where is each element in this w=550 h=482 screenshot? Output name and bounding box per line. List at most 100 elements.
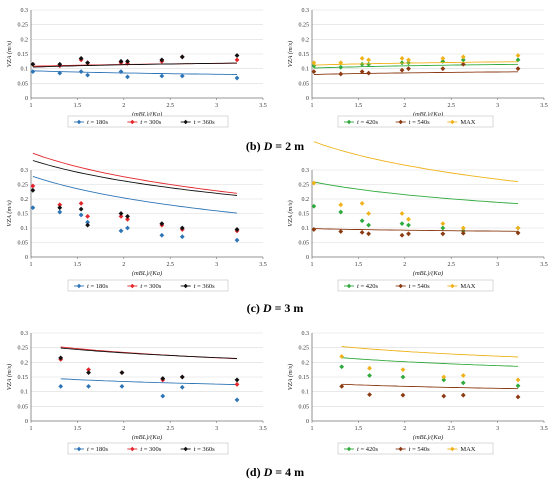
data-point [125,214,130,219]
y-tick-label: 0.1 [302,67,310,73]
data-point [118,58,124,64]
legend-box [337,442,494,455]
y-tick-label: 0 [306,96,309,102]
data-point [366,211,372,216]
data-point [359,218,365,224]
data-point [179,234,185,240]
legend: t = 180s t = 300s t = 360s [67,442,229,455]
data-point [30,187,36,193]
data-point [339,354,345,359]
data-point [78,200,84,206]
data-point [460,54,466,60]
trend-line-1 [341,383,519,390]
y-tick-label: 0.2 [302,37,310,43]
y-axis-label: VZA (m/s) [6,364,13,390]
data-point [125,225,130,231]
y-tick-label: 0.25 [299,183,310,189]
data-point [366,222,372,228]
trend-line-2 [60,347,238,359]
x-tick-label: 1 [311,103,314,109]
data-point [366,70,372,76]
trend-line-2 [32,160,238,196]
x-axis-label: (mBL)/(Ka) [132,434,162,441]
data-point [367,365,372,371]
legend-label: MAX [460,283,475,290]
y-tick-label: 0.15 [299,375,310,381]
chart-d-right: 0 0.05 0.1 0.15 0.2 0.25 0.3 1 1.5 2 2.5 3 3.5 (mBL)/… [287,331,548,455]
y-tick-label: 0.25 [18,346,29,352]
y-tick-label: 0 [25,255,28,261]
data-point [460,230,466,236]
x-axis-label: (mBL)/(Ka) [413,270,443,277]
x-tick-label: 2.5 [447,103,455,109]
data-point [460,373,466,378]
y-tick-label: 0.3 [302,331,310,337]
data-point [58,383,64,389]
x-tick-label: 1.5 [355,426,363,432]
trend-line-2 [313,61,519,66]
data-point [441,377,447,383]
legend-marker [130,283,135,289]
data-point [86,383,91,389]
data-point [85,60,91,66]
legend-marker [130,446,135,452]
legend-marker [450,283,455,289]
data-point [160,376,166,381]
data-point [515,225,521,231]
trend-line-1 [313,228,518,232]
x-tick-label: 2.5 [166,103,174,109]
legend-label: t = 180s [87,283,108,290]
data-point [234,377,240,383]
y-tick-label: 0.1 [21,67,29,73]
data-point [367,392,372,397]
data-point [160,393,166,399]
y-tick-label: 0.05 [299,241,310,247]
legend-marker [76,119,82,125]
x-tick-label: 2 [122,426,125,432]
legend-label: MAX [460,446,475,453]
legend-label: t = 360s [194,283,215,290]
data-point [440,231,446,237]
data-point [57,61,63,67]
data-point [234,381,240,387]
x-tick-label: 1 [30,262,33,268]
trend-line-1 [60,346,238,360]
data-point [85,222,91,228]
data-point [339,383,345,389]
data-point [400,367,406,373]
data-point [367,373,372,378]
trend-line-2 [341,346,519,358]
data-point [118,69,124,74]
data-point [118,228,124,234]
trend-line-0 [313,181,519,205]
x-tick-label: 2 [403,426,406,432]
x-tick-label: 1.5 [74,262,82,268]
trend-line-0 [341,357,519,367]
trend-line-1 [313,71,518,75]
y-tick-label: 0.3 [302,168,310,174]
y-tick-label: 0.3 [21,168,29,174]
y-axis-label: VZA (m/s) [287,41,294,67]
data-point [30,61,36,67]
data-point [57,209,63,215]
x-tick-label: 3.5 [259,262,267,268]
data-point [515,57,521,63]
legend-marker [450,446,455,452]
data-point [311,63,317,69]
data-point [515,53,521,58]
data-point [234,57,240,63]
x-tick-label: 3 [496,103,499,109]
legend-label: t = 360s [194,446,215,453]
data-point [179,225,185,231]
data-point [460,225,466,231]
data-point [118,211,124,216]
data-point [179,73,185,79]
y-tick-label: 0 [25,419,28,425]
x-tick-label: 2 [122,103,125,109]
x-tick-label: 2.5 [166,426,174,432]
data-point [30,69,36,74]
data-point [118,214,124,219]
legend-marker [76,283,82,289]
data-point [338,64,344,70]
legend-marker [183,446,188,452]
